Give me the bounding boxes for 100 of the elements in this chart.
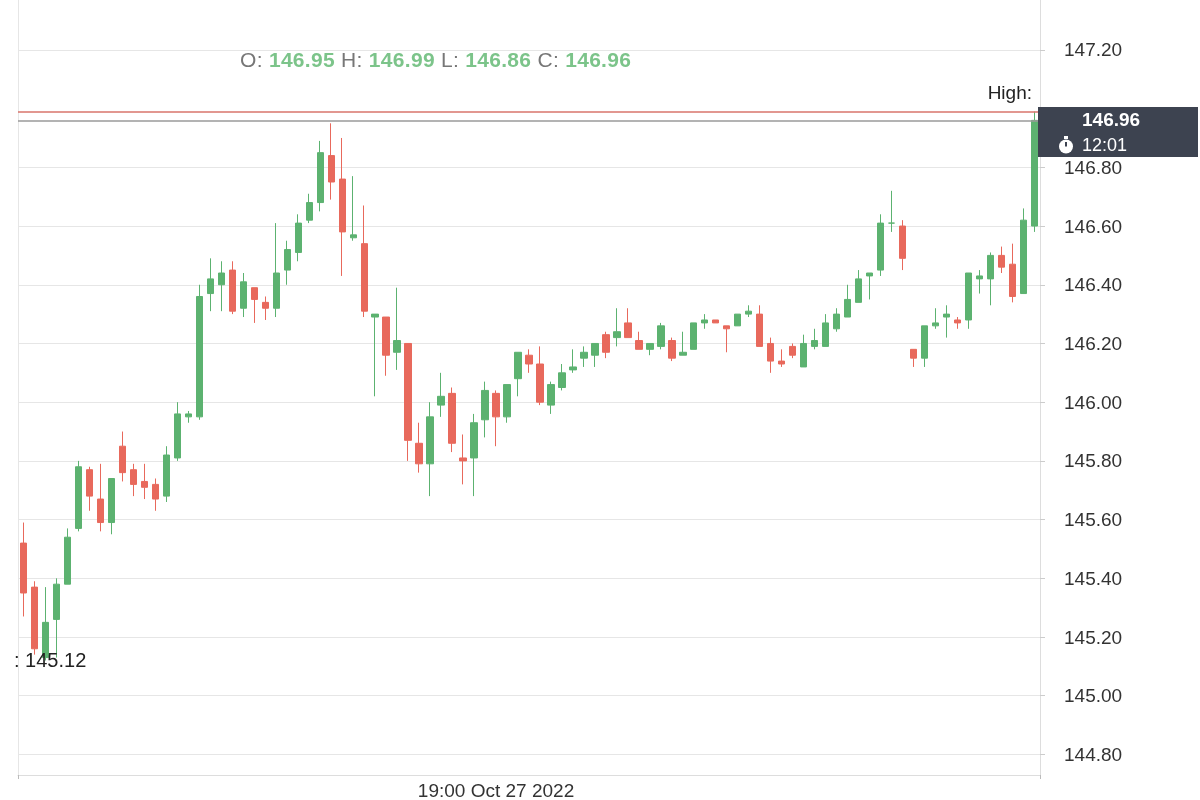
candlestick [976, 269, 983, 295]
ref-line-label: High: [987, 81, 1032, 104]
candlestick [86, 466, 93, 512]
candlestick [822, 313, 829, 347]
candlestick [152, 478, 159, 512]
candlestick [141, 463, 148, 500]
candlestick [833, 307, 840, 333]
candlestick [317, 140, 324, 212]
candlestick [855, 269, 862, 303]
candlestick [459, 433, 467, 485]
candlestick [657, 322, 665, 350]
candlestick [448, 387, 456, 453]
candlestick [514, 351, 522, 397]
candlestick [306, 193, 313, 224]
candlestick [921, 325, 928, 368]
y-tick-label: 145.60 [1064, 509, 1123, 531]
candlestick [679, 331, 687, 356]
candlestick [899, 219, 906, 271]
candlestick [723, 325, 730, 353]
candlestick [1031, 111, 1038, 233]
candlestick [624, 307, 632, 339]
candlestick [756, 304, 763, 347]
candlestick [229, 260, 236, 315]
y-tick-label: 146.20 [1064, 332, 1123, 354]
candlestick [481, 381, 489, 438]
candlestick [987, 251, 994, 306]
y-tick-label: 145.00 [1064, 685, 1123, 707]
candlestick [910, 348, 917, 368]
candlestick [393, 287, 401, 371]
candlestick [262, 296, 269, 321]
candlestick [888, 190, 895, 233]
candlestick [371, 313, 379, 397]
candlestick [174, 401, 181, 462]
candlestick [75, 460, 82, 532]
candlestick [382, 316, 390, 377]
candlestick [954, 316, 961, 330]
candlestick [64, 527, 71, 585]
candlestick [712, 319, 719, 324]
candlestick [130, 463, 137, 497]
candlestick [866, 272, 873, 300]
candlestick [185, 410, 192, 424]
candlestick [536, 345, 544, 406]
candlestick [690, 322, 697, 350]
candlestick [591, 342, 599, 368]
candlestick [811, 328, 818, 350]
candlestick [602, 331, 610, 359]
candlestick [328, 122, 335, 201]
candlestick [998, 246, 1005, 274]
y-tick-label: 146.40 [1064, 274, 1123, 296]
candlestick [1009, 243, 1016, 303]
candlestick [745, 304, 752, 318]
y-tick-label: 145.20 [1064, 626, 1123, 648]
candlestick [218, 260, 225, 312]
timer-tag: 12:01 [1038, 133, 1198, 158]
candlestick [437, 372, 445, 418]
candlestick [119, 431, 126, 482]
candlestick [525, 348, 533, 374]
candlestick [284, 240, 291, 286]
candlestick [789, 342, 796, 359]
candlestick [965, 272, 972, 330]
candlestick [339, 137, 346, 277]
y-tick-label: 145.80 [1064, 450, 1123, 472]
candlestick [97, 463, 104, 532]
candlestick [108, 478, 115, 535]
y-tick-label: 145.40 [1064, 567, 1123, 589]
y-tick-label: 146.60 [1064, 215, 1123, 237]
candlestick [877, 213, 884, 277]
candlestick [251, 287, 258, 324]
y-tick-label: 146.00 [1064, 391, 1123, 413]
candlestick [547, 381, 555, 415]
candlestick [932, 307, 939, 330]
candlestick [613, 307, 621, 347]
candlestick [635, 331, 643, 350]
annotation: O: 146.95 H: 146.99 L: 146.86 C: 146.96 [240, 48, 632, 71]
y-tick-label: 146.80 [1064, 156, 1123, 178]
x-tick-label: 19:00 Oct 27 2022 [417, 780, 575, 800]
candlestick [295, 213, 302, 262]
candlestick [20, 522, 27, 617]
candlestick [404, 342, 412, 462]
candlestick [734, 313, 741, 327]
candlestick [503, 384, 511, 424]
candlestick [668, 337, 676, 362]
candlestick [844, 284, 851, 318]
price-tag: 146.96 [1038, 107, 1198, 134]
y-tick-label: 144.80 [1064, 743, 1123, 765]
y-tick-label: 147.20 [1064, 39, 1123, 61]
candlestick [492, 389, 500, 447]
candlestick [569, 348, 577, 374]
candlestick [196, 284, 203, 421]
candlestick [580, 345, 588, 368]
candlestick [470, 413, 478, 497]
annotation: : 145.12 [14, 648, 87, 672]
candlestick [361, 204, 368, 318]
candlestick [240, 272, 247, 318]
candlestick [426, 401, 434, 497]
candlestick [273, 222, 280, 318]
candlestick [350, 175, 357, 242]
candlestick [415, 422, 423, 474]
candlestick [701, 313, 708, 330]
candlestick [558, 363, 566, 391]
